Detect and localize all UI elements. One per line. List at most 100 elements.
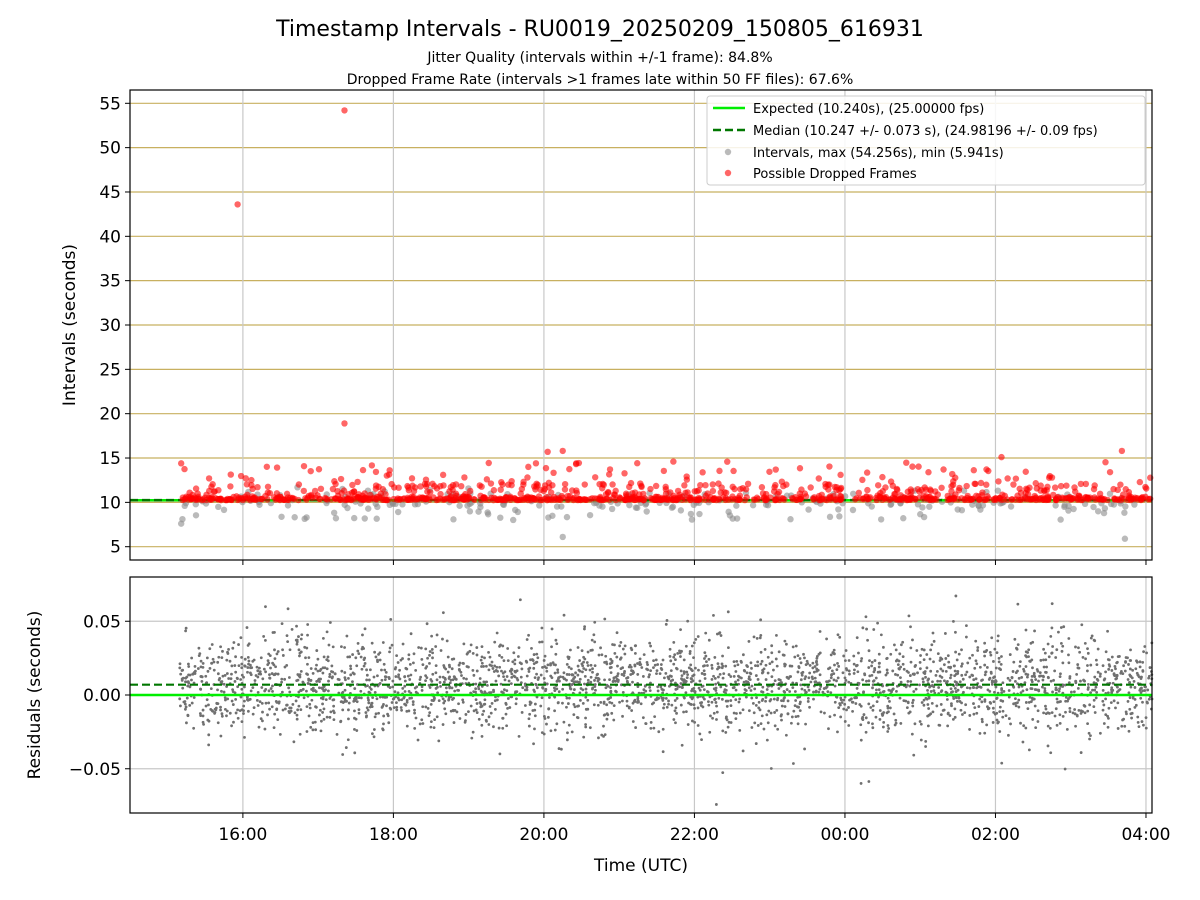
- residual-point: [405, 709, 409, 713]
- residual-point: [243, 685, 246, 689]
- residual-point: [732, 660, 736, 664]
- residual-point: [273, 648, 276, 652]
- residual-point: [479, 689, 483, 693]
- residual-point: [465, 652, 469, 656]
- residual-point: [513, 662, 517, 666]
- residual-point: [956, 670, 960, 673]
- residual-point: [228, 659, 232, 663]
- residual-point: [351, 671, 355, 675]
- residual-point: [649, 720, 653, 724]
- residual-point: [236, 708, 239, 712]
- residual-point: [476, 685, 480, 689]
- residual-point: [1024, 701, 1028, 704]
- residual-point: [870, 664, 874, 668]
- residual-point: [1071, 711, 1075, 715]
- dropped-frame-point: [487, 480, 495, 487]
- dropped-frame-point: [774, 490, 781, 498]
- residual-point: [204, 674, 208, 678]
- residual-point: [998, 730, 1002, 733]
- residual-point: [758, 636, 762, 640]
- dropped-frame-point: [1060, 495, 1067, 502]
- residual-point: [191, 672, 195, 676]
- residual-point: [592, 703, 596, 707]
- dropped-frame-point: [641, 495, 649, 502]
- residual-point: [921, 680, 925, 684]
- residual-point: [1016, 669, 1019, 673]
- residual-point: [275, 708, 279, 712]
- residual-point: [628, 663, 632, 667]
- residual-point: [557, 747, 561, 750]
- residual-point: [523, 688, 527, 692]
- intervals-y-tick-label: 10: [99, 493, 121, 513]
- dropped-frame-point: [971, 480, 978, 487]
- residual-point: [475, 711, 479, 714]
- residual-point: [424, 705, 428, 709]
- residual-point: [1077, 666, 1081, 670]
- residual-point: [950, 704, 953, 708]
- residual-point: [1019, 721, 1022, 725]
- residual-point: [674, 706, 678, 710]
- residual-point: [692, 703, 696, 707]
- residual-point: [756, 660, 760, 664]
- residual-point: [954, 672, 958, 676]
- residual-point: [705, 660, 708, 664]
- residual-point: [823, 711, 826, 715]
- residual-point: [842, 707, 846, 711]
- residual-point: [702, 688, 706, 692]
- residual-point: [631, 720, 635, 723]
- residual-point: [364, 711, 368, 714]
- residual-point: [276, 718, 280, 722]
- residual-point: [712, 613, 715, 617]
- dropped-frame-point: [710, 495, 717, 503]
- residual-point: [247, 659, 251, 663]
- residual-point: [344, 746, 348, 749]
- residual-point: [271, 689, 274, 693]
- residual-point: [612, 718, 616, 722]
- residual-point: [712, 674, 715, 678]
- residual-point: [184, 705, 188, 709]
- residual-point: [829, 691, 833, 695]
- residual-point: [255, 665, 259, 669]
- dropped-frame-point: [604, 489, 612, 497]
- residual-point: [724, 731, 728, 734]
- residual-point: [311, 686, 315, 690]
- residual-point: [770, 690, 774, 693]
- residual-point: [262, 635, 266, 638]
- residual-point: [899, 676, 902, 680]
- dropped-frame-point: [529, 494, 537, 502]
- residual-point: [429, 725, 433, 729]
- residual-point: [841, 671, 845, 675]
- residual-point: [321, 636, 325, 640]
- residual-point: [1094, 696, 1098, 700]
- residual-point: [702, 664, 705, 668]
- dropped-frame-point: [466, 487, 474, 495]
- residual-point: [475, 669, 479, 673]
- residual-point: [418, 678, 422, 681]
- residual-point: [932, 689, 936, 693]
- residual-point: [308, 702, 312, 706]
- residual-point: [1050, 651, 1054, 655]
- residual-point: [367, 678, 371, 682]
- residual-point: [187, 662, 190, 666]
- residual-point: [401, 657, 404, 660]
- residual-point: [297, 648, 301, 652]
- residual-point: [531, 659, 535, 662]
- residual-point: [567, 723, 571, 727]
- residual-point: [764, 663, 768, 667]
- residual-point: [804, 690, 808, 694]
- residual-point: [725, 718, 729, 722]
- residual-point: [278, 732, 282, 736]
- residual-point: [497, 726, 501, 730]
- residual-point: [764, 699, 767, 703]
- residual-point: [228, 711, 232, 715]
- residual-point: [689, 667, 693, 671]
- residual-point: [925, 653, 929, 656]
- residual-point: [561, 687, 565, 691]
- residual-point: [582, 655, 586, 659]
- residual-point: [960, 701, 963, 705]
- residual-point: [192, 696, 196, 699]
- residual-point: [413, 708, 416, 712]
- dropped-frame-point: [372, 495, 380, 503]
- dropped-frame-point: [916, 488, 923, 495]
- residual-point: [1027, 701, 1031, 704]
